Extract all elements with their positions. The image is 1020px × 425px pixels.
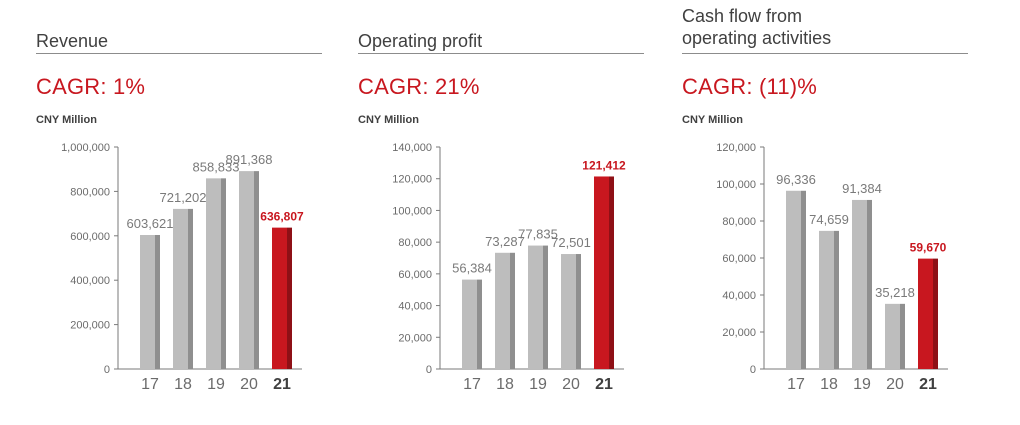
bar-value-label: 858,833 xyxy=(193,159,240,174)
operating-profit-bar-chart: 0 20,000 40,000 60,000 80,000 100,000 120,000 1… xyxy=(392,142,626,393)
bar-value-label: 603,621 xyxy=(127,216,174,231)
y-tick-label: 140,000 xyxy=(392,142,432,154)
x-tick-label: 17 xyxy=(463,376,481,393)
y-tick-label: 60,000 xyxy=(398,269,432,281)
bar-value-label: 721,202 xyxy=(160,190,207,205)
x-tick-label: 17 xyxy=(787,376,805,393)
bar xyxy=(140,234,155,369)
operating-profit-panel: Operating profit CAGR: 21% CNY Million 0… xyxy=(358,0,658,425)
cash-flow-bar-chart: 0 20,000 40,000 60,000 80,000 100,000 120,000 9… xyxy=(716,142,948,393)
bar xyxy=(239,171,254,369)
bar-shadow xyxy=(933,258,938,369)
bar-shadow xyxy=(221,178,226,369)
bar-shadow xyxy=(801,190,806,369)
bar-shadow xyxy=(477,279,482,369)
bar-value-label: 74,659 xyxy=(809,212,849,227)
bar-shadow xyxy=(900,303,905,369)
bar xyxy=(885,303,900,369)
bar-value-label: 56,384 xyxy=(452,261,492,276)
bar-shadow xyxy=(834,230,839,369)
revenue-panel: Revenue CAGR: 1% CNY Million 0 200,000 400… xyxy=(36,0,336,425)
cagr-label: CAGR: 21% xyxy=(358,74,480,99)
y-tick-label: 800,000 xyxy=(70,186,110,198)
chart-title: Revenue xyxy=(36,31,109,51)
y-tick-label: 600,000 xyxy=(70,231,110,243)
bar-value-label: 96,336 xyxy=(776,172,816,187)
bar-value-label: 35,218 xyxy=(875,285,915,300)
y-tick-label: 120,000 xyxy=(392,174,432,186)
x-tick-label: 20 xyxy=(240,376,258,393)
unit-label: CNY Million xyxy=(36,114,97,126)
x-tick-label: 19 xyxy=(529,376,547,393)
bar xyxy=(561,254,576,369)
y-tick-label: 40,000 xyxy=(398,301,432,313)
x-tick-label: 20 xyxy=(886,376,904,393)
bar-value-label: 73,287 xyxy=(485,234,525,249)
y-tick-label: 200,000 xyxy=(70,320,110,332)
bar-shadow xyxy=(155,234,160,369)
y-tick-label: 1,000,000 xyxy=(61,142,110,154)
bar xyxy=(852,199,867,369)
bar xyxy=(786,190,801,369)
title-rule xyxy=(682,53,968,54)
bar-shadow xyxy=(609,176,614,369)
x-tick-label: 18 xyxy=(820,376,838,393)
bar xyxy=(272,227,287,369)
y-tick-label: 0 xyxy=(426,364,432,376)
y-tick-label: 80,000 xyxy=(398,237,432,249)
bar xyxy=(206,178,221,369)
y-tick-label: 0 xyxy=(104,364,110,376)
unit-label: CNY Million xyxy=(358,114,419,126)
bar xyxy=(819,230,834,369)
bar xyxy=(918,258,933,369)
bar xyxy=(594,176,609,369)
bar-value-label: 59,670 xyxy=(910,241,947,255)
bar-value-label: 91,384 xyxy=(842,181,882,196)
bar-value-label: 72,501 xyxy=(551,235,591,250)
y-tick-label: 40,000 xyxy=(722,290,756,302)
bar xyxy=(495,252,510,369)
bar-value-label: 891,368 xyxy=(226,152,273,167)
bar-shadow xyxy=(867,199,872,369)
x-tick-label: 21 xyxy=(919,376,937,393)
cagr-label: CAGR: 1% xyxy=(36,74,146,99)
cash-flow-panel: Cash flow from operating activities CAGR… xyxy=(682,0,982,425)
bar xyxy=(462,279,477,369)
revenue-bar-chart: 0 200,000 400,000 600,000 800,000 1,000,000 60… xyxy=(61,142,304,393)
bar xyxy=(528,245,543,369)
bar-value-label: 636,807 xyxy=(260,210,304,224)
bar-shadow xyxy=(543,245,548,369)
bar-shadow xyxy=(188,208,193,369)
x-tick-label: 21 xyxy=(595,376,613,393)
title-rule xyxy=(358,53,644,54)
y-tick-label: 0 xyxy=(750,364,756,376)
x-tick-label: 17 xyxy=(141,376,159,393)
y-tick-label: 400,000 xyxy=(70,275,110,287)
x-tick-label: 18 xyxy=(496,376,514,393)
bar-shadow xyxy=(254,171,259,369)
bar-shadow xyxy=(287,227,292,369)
bar-value-label: 121,412 xyxy=(582,158,626,172)
bar xyxy=(173,208,188,369)
y-tick-label: 100,000 xyxy=(716,179,756,191)
y-tick-label: 20,000 xyxy=(398,332,432,344)
y-tick-label: 120,000 xyxy=(716,142,756,154)
y-tick-label: 20,000 xyxy=(722,327,756,339)
chart-title: Cash flow from operating activities xyxy=(682,6,832,48)
y-tick-label: 80,000 xyxy=(722,216,756,228)
x-tick-label: 20 xyxy=(562,376,580,393)
cagr-label: CAGR: (11)% xyxy=(682,74,818,99)
bar-shadow xyxy=(510,252,515,369)
x-tick-label: 19 xyxy=(207,376,225,393)
y-tick-label: 60,000 xyxy=(722,253,756,265)
x-tick-label: 19 xyxy=(853,376,871,393)
title-rule xyxy=(36,53,322,54)
bar-shadow xyxy=(576,254,581,369)
x-tick-label: 18 xyxy=(174,376,192,393)
x-tick-label: 21 xyxy=(273,376,291,393)
bar-value-label: 77,835 xyxy=(518,227,558,242)
y-tick-label: 100,000 xyxy=(392,205,432,217)
unit-label: CNY Million xyxy=(682,114,743,126)
chart-title: Operating profit xyxy=(358,31,483,51)
